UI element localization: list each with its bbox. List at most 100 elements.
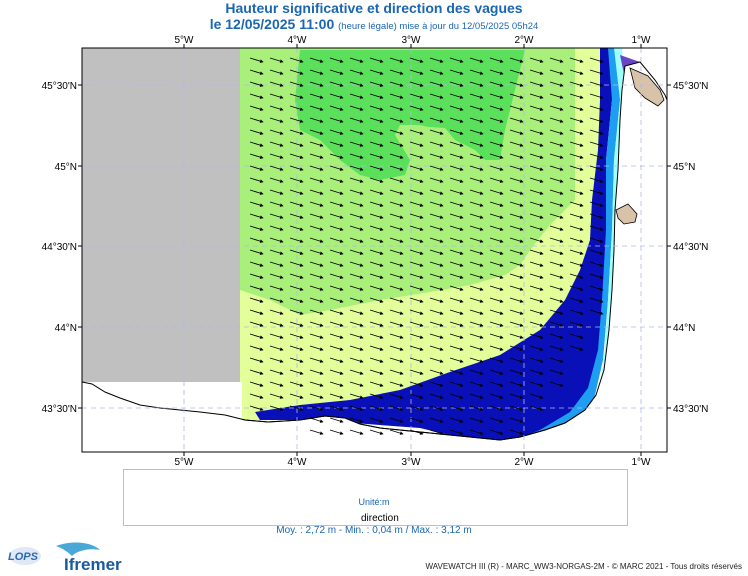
direction-arrow — [409, 69, 424, 75]
direction-arrow — [509, 429, 524, 435]
direction-arrow — [569, 249, 584, 255]
direction-arrow — [409, 165, 424, 171]
direction-arrow — [349, 237, 364, 243]
direction-arrow — [329, 261, 344, 267]
direction-arrow — [509, 273, 524, 279]
direction-arrow — [309, 345, 324, 351]
direction-arrow — [389, 213, 404, 219]
direction-arrow — [389, 237, 404, 243]
direction-arrow — [249, 69, 264, 75]
direction-arrow — [449, 153, 464, 159]
direction-arrow — [309, 225, 324, 231]
direction-arrow — [429, 273, 444, 279]
direction-arrow — [369, 141, 384, 147]
direction-arrow — [309, 273, 324, 279]
direction-arrow — [449, 345, 464, 351]
direction-arrow — [509, 189, 524, 195]
lon-label-top: 1°W — [632, 35, 652, 46]
direction-arrow — [589, 237, 604, 243]
direction-arrow — [429, 177, 444, 183]
direction-arrow — [369, 393, 384, 399]
lon-label-top: 5°W — [175, 35, 195, 46]
direction-arrow — [449, 117, 464, 123]
direction-arrow — [269, 297, 284, 303]
direction-arrow — [289, 297, 304, 303]
direction-arrow — [429, 321, 444, 327]
axis-ticks — [78, 44, 671, 456]
direction-arrow — [329, 405, 344, 411]
lat-label-left: 45°N — [55, 162, 77, 173]
direction-arrow — [489, 309, 504, 315]
direction-arrow — [329, 249, 344, 255]
direction-arrow — [369, 225, 384, 231]
direction-arrow — [369, 201, 384, 207]
direction-arrow — [469, 429, 484, 435]
direction-arrow — [569, 273, 584, 279]
direction-arrow — [349, 213, 364, 219]
forecast-datetime: le 12/05/2025 11:00 — [209, 16, 335, 32]
direction-arrow — [529, 261, 544, 267]
direction-arrow — [529, 141, 544, 147]
direction-arrow — [509, 393, 524, 399]
direction-arrow — [409, 393, 424, 399]
direction-arrow — [449, 309, 464, 315]
direction-arrow — [489, 57, 504, 63]
direction-arrow — [449, 261, 464, 267]
direction-arrow — [389, 153, 404, 159]
direction-arrow — [309, 189, 324, 195]
direction-arrow — [309, 201, 324, 207]
direction-arrow — [249, 165, 264, 171]
direction-arrow — [549, 201, 564, 207]
direction-arrow — [389, 285, 404, 291]
direction-arrow — [509, 237, 524, 243]
direction-arrow — [249, 225, 264, 231]
direction-arrow — [329, 81, 344, 87]
direction-arrow — [289, 333, 304, 339]
direction-arrow — [489, 129, 504, 135]
direction-arrow — [309, 357, 324, 363]
direction-arrow — [509, 117, 524, 123]
direction-arrow — [549, 213, 564, 219]
direction-arrow — [489, 261, 504, 267]
direction-arrow — [429, 129, 444, 135]
direction-arrow — [489, 381, 504, 387]
direction-arrow — [249, 261, 264, 267]
direction-arrow — [289, 357, 304, 363]
direction-arrow — [329, 93, 344, 99]
direction-arrow — [289, 393, 304, 399]
direction-arrow — [469, 213, 484, 219]
direction-legend-label: direction — [361, 513, 399, 524]
legend-box — [123, 469, 628, 526]
direction-arrow — [289, 237, 304, 243]
direction-arrow — [529, 93, 544, 99]
direction-arrow — [329, 297, 344, 303]
direction-arrow — [509, 297, 524, 303]
direction-arrow — [269, 393, 284, 399]
lon-label-bottom: 5°W — [175, 457, 195, 468]
direction-arrow — [269, 141, 284, 147]
direction-arrow — [449, 69, 464, 75]
direction-arrow — [289, 213, 304, 219]
update-info: (heure légale) mise à jour du 12/05/2025… — [338, 21, 539, 32]
lon-label-top: 2°W — [515, 35, 535, 46]
direction-arrow — [349, 201, 364, 207]
direction-arrow — [349, 381, 364, 387]
direction-arrow — [329, 357, 344, 363]
direction-arrow — [409, 417, 424, 423]
direction-arrow — [489, 213, 504, 219]
direction-arrow — [589, 105, 604, 111]
direction-arrow — [569, 213, 584, 219]
direction-arrow — [549, 249, 564, 255]
direction-arrow — [309, 165, 324, 171]
direction-arrow — [429, 405, 444, 411]
direction-arrow — [529, 321, 544, 327]
direction-arrow — [369, 189, 384, 195]
direction-arrow — [429, 249, 444, 255]
direction-arrow — [489, 141, 504, 147]
direction-arrow — [409, 405, 424, 411]
direction-arrow — [549, 261, 564, 267]
lat-label-left: 44°N — [55, 323, 77, 334]
direction-arrow — [449, 405, 464, 411]
direction-arrow — [429, 69, 444, 75]
